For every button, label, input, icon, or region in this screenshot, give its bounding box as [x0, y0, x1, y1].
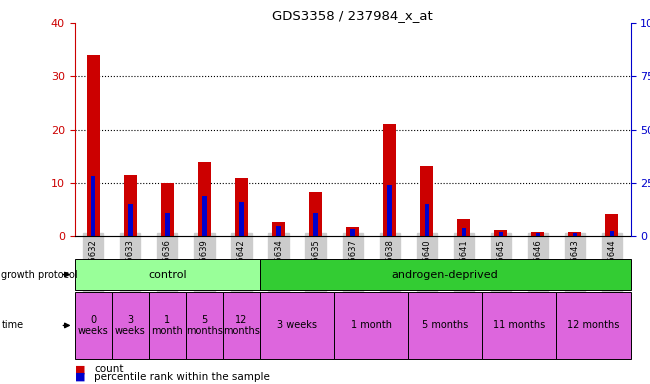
Bar: [128, 204, 133, 236]
Bar: [309, 192, 322, 236]
Bar: [272, 222, 285, 236]
Bar: [495, 230, 507, 236]
Bar: [223, 292, 260, 359]
Bar: [313, 213, 318, 236]
Bar: [75, 259, 260, 290]
Bar: [202, 196, 207, 236]
Bar: [260, 292, 334, 359]
Bar: [536, 233, 540, 236]
Bar: [387, 185, 392, 236]
Text: growth protocol: growth protocol: [1, 270, 78, 280]
Bar: [112, 292, 149, 359]
Bar: [482, 292, 556, 359]
Text: 11 months: 11 months: [493, 320, 545, 331]
Text: 1
month: 1 month: [151, 314, 183, 336]
Text: 12 months: 12 months: [567, 320, 619, 331]
Bar: [75, 292, 112, 359]
Bar: [198, 162, 211, 236]
Title: GDS3358 / 237984_x_at: GDS3358 / 237984_x_at: [272, 9, 433, 22]
Bar: [165, 213, 170, 236]
Bar: [532, 232, 544, 236]
Text: 12
months: 12 months: [223, 314, 260, 336]
Text: control: control: [148, 270, 187, 280]
Bar: [350, 229, 355, 236]
Bar: [91, 177, 96, 236]
Bar: [421, 166, 433, 236]
Text: count: count: [94, 364, 124, 374]
Bar: [458, 219, 470, 236]
Bar: [239, 202, 244, 236]
Bar: [408, 292, 482, 359]
Bar: [424, 204, 429, 236]
Bar: [161, 183, 174, 236]
Bar: [462, 228, 466, 236]
Bar: [149, 292, 186, 359]
Bar: [260, 259, 630, 290]
Text: 0
weeks: 0 weeks: [78, 314, 109, 336]
Text: ■: ■: [75, 372, 85, 382]
Bar: [573, 233, 577, 236]
Text: time: time: [1, 320, 23, 331]
Bar: [334, 292, 408, 359]
Text: 3
weeks: 3 weeks: [115, 314, 146, 336]
Text: ■: ■: [75, 364, 85, 374]
Bar: [235, 177, 248, 236]
Bar: [87, 55, 99, 236]
Bar: [384, 124, 396, 236]
Bar: [124, 175, 136, 236]
Bar: [606, 214, 618, 236]
Bar: [276, 225, 281, 236]
Bar: [186, 292, 223, 359]
Text: 3 weeks: 3 weeks: [277, 320, 317, 331]
Bar: [556, 292, 630, 359]
Bar: [610, 231, 614, 236]
Text: androgen-deprived: androgen-deprived: [392, 270, 499, 280]
Text: 1 month: 1 month: [350, 320, 392, 331]
Bar: [346, 227, 359, 236]
Text: 5
months: 5 months: [186, 314, 223, 336]
Bar: [499, 232, 503, 236]
Text: percentile rank within the sample: percentile rank within the sample: [94, 372, 270, 382]
Bar: [569, 232, 581, 236]
Text: 5 months: 5 months: [422, 320, 469, 331]
